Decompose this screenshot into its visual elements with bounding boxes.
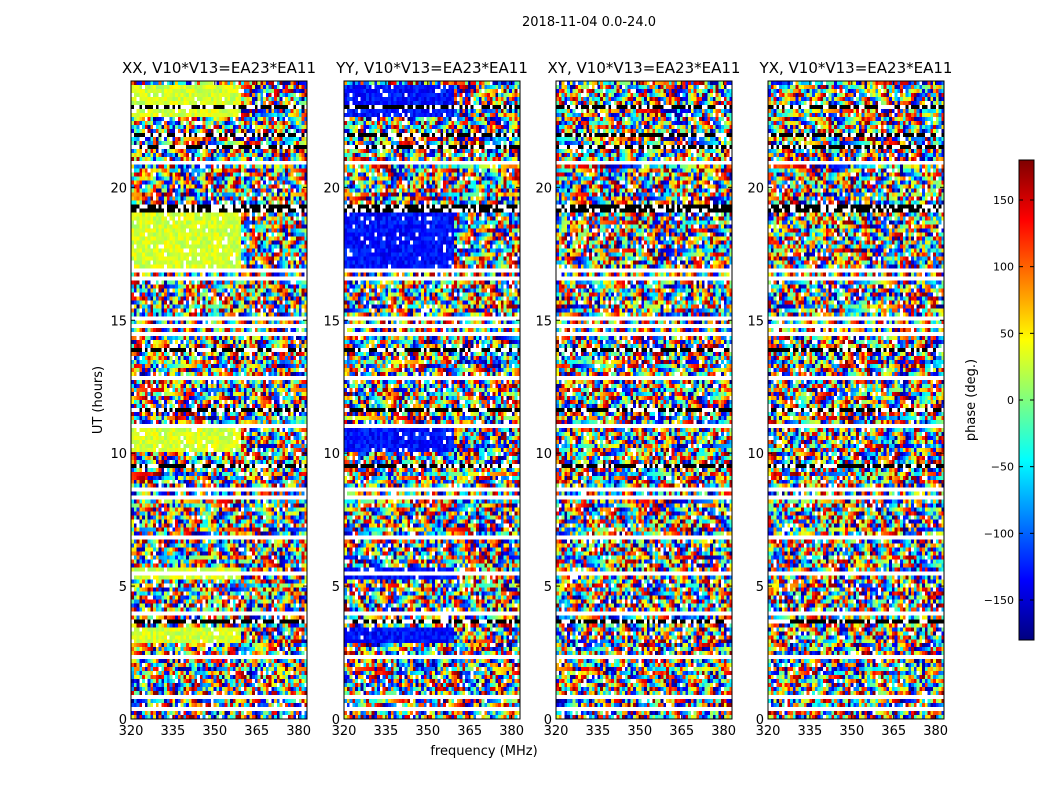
panel-2-title: YY, V10*V13=EA23*EA11 [335,59,528,77]
x-tick-label: 350 [415,724,440,739]
colorbar-tick-label: 0 [1007,394,1014,407]
y-tick-label: 5 [332,580,340,595]
colorbar-tick-label: 150 [993,194,1014,207]
x-tick-label: 380 [711,724,736,739]
y-tick-label: 20 [110,181,127,196]
x-tick-label: 365 [881,724,906,739]
panel-3-title: XY, V10*V13=EA23*EA11 [548,59,741,77]
y-tick-label: 5 [756,580,764,595]
panel-4-frame [767,80,945,720]
panel-3-frame [555,80,733,720]
x-tick-label: 335 [373,724,398,739]
colorbar-tick-label: 50 [1000,327,1014,340]
panel-4: YX, V10*V13=EA23*EA11 320 335 350 365 380 0 5 10… [747,59,952,739]
panels: XX, V10*V13=EA23*EA11 320 335 350 365 380 0 5 10… [110,59,952,739]
y-tick-label: 5 [119,580,127,595]
x-tick-label: 335 [160,724,185,739]
y-tick-label: 15 [747,314,764,329]
x-tick-label: 335 [797,724,822,739]
x-tick-label: 320 [332,724,357,739]
y-tick-label: 20 [535,181,552,196]
panel-1-frame [130,80,308,720]
y-tick-label: 0 [544,713,552,728]
panel-4-heatmap [768,81,944,719]
panel-4-title: YX, V10*V13=EA23*EA11 [759,59,953,77]
y-tick-label: 10 [535,447,552,462]
colorbar: −150 −100 −50 0 50 100 150 [984,159,1035,641]
figure-suptitle: 2018-11-04 0.0-24.0 [522,15,656,30]
x-tick-label: 380 [499,724,524,739]
x-tick-label: 320 [119,724,144,739]
y-tick-label: 20 [323,181,340,196]
y-tick-label: 0 [332,713,340,728]
y-tick-label: 10 [323,447,340,462]
x-tick-label: 380 [286,724,311,739]
colorbar-label: phase (deg.) [964,359,979,441]
panel-2: YY, V10*V13=EA23*EA11 320 335 350 365 380 0 5 10… [323,59,527,739]
x-tick-label: 365 [244,724,269,739]
colorbar-tick-label: −50 [991,461,1014,474]
x-tick-label: 365 [457,724,482,739]
y-axis-label: UT (hours) [91,366,106,434]
y-tick-label: 15 [110,314,127,329]
y-tick-label: 0 [756,713,764,728]
y-tick-label: 15 [323,314,340,329]
x-tick-label: 320 [544,724,569,739]
colorbar-tick-label: 100 [993,261,1014,274]
panel-3: XY, V10*V13=EA23*EA11 320 335 350 365 380 0 5 10… [535,59,740,739]
y-tick-label: 10 [747,447,764,462]
colorbar-tick-label: −150 [984,594,1014,607]
panel-2-frame [343,80,521,720]
x-tick-label: 335 [585,724,610,739]
x-tick-label: 350 [202,724,227,739]
panel-1-heatmap [131,81,307,719]
y-tick-label: 20 [747,181,764,196]
y-tick-label: 5 [544,580,552,595]
x-tick-label: 350 [627,724,652,739]
x-axis-label: frequency (MHz) [430,744,537,759]
x-tick-label: 380 [923,724,948,739]
y-tick-label: 10 [110,447,127,462]
x-tick-label: 350 [839,724,864,739]
x-tick-label: 365 [669,724,694,739]
panel-2-heatmap [344,81,520,719]
panel-3-heatmap [556,81,732,719]
panel-1-title: XX, V10*V13=EA23*EA11 [122,59,316,77]
y-tick-label: 15 [535,314,552,329]
colorbar-tick-label: −100 [984,527,1014,540]
y-tick-label: 0 [119,713,127,728]
panel-1: XX, V10*V13=EA23*EA11 320 335 350 365 380 0 5 10… [110,59,316,739]
x-tick-label: 320 [756,724,781,739]
